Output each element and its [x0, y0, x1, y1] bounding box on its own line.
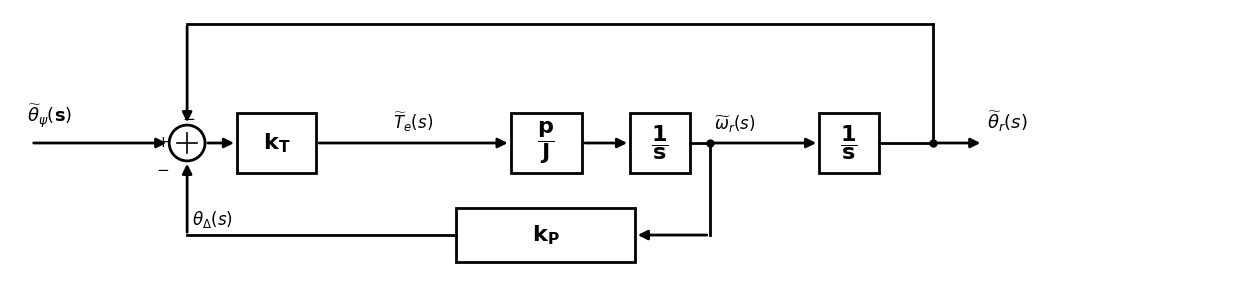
Text: $\mathbf{\dfrac{p}{J}}$: $\mathbf{\dfrac{p}{J}}$: [538, 119, 555, 166]
Text: $\theta_{\Delta}(s)$: $\theta_{\Delta}(s)$: [192, 209, 233, 230]
Bar: [510, 113, 582, 173]
Text: $\mathbf{\dfrac{1}{s}}$: $\mathbf{\dfrac{1}{s}}$: [650, 123, 669, 162]
Text: $\mathbf{k_P}$: $\mathbf{k_P}$: [532, 223, 559, 247]
Text: $+$: $+$: [156, 135, 170, 150]
Bar: [237, 113, 316, 173]
Text: $\mathbf{\dfrac{1}{s}}$: $\mathbf{\dfrac{1}{s}}$: [840, 123, 857, 162]
Text: $\widetilde{\theta}_{\psi}(\mathbf{s})$: $\widetilde{\theta}_{\psi}(\mathbf{s})$: [27, 103, 72, 131]
Bar: [819, 113, 878, 173]
Bar: [629, 113, 690, 173]
Text: $\widetilde{\theta}_r(s)$: $\widetilde{\theta}_r(s)$: [987, 109, 1028, 134]
Text: $\widetilde{T}_e(s)$: $\widetilde{T}_e(s)$: [394, 110, 434, 134]
Text: $\mathbf{k_T}$: $\mathbf{k_T}$: [263, 131, 290, 155]
Text: $-$: $-$: [182, 110, 195, 125]
Text: $-$: $-$: [156, 162, 170, 176]
Text: $\widetilde{\omega}_r(s)$: $\widetilde{\omega}_r(s)$: [714, 113, 755, 134]
Bar: [456, 208, 634, 262]
